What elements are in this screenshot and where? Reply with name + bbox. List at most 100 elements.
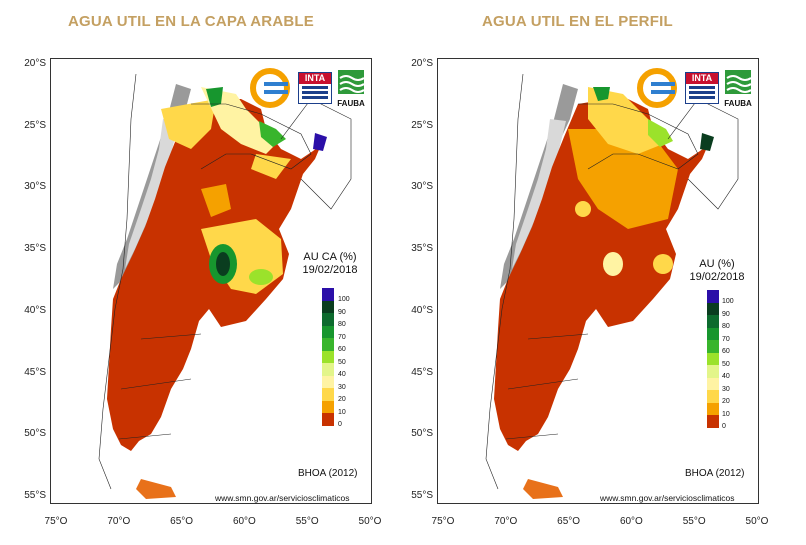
lon-label: 50°O bbox=[745, 516, 769, 527]
legend-level-label: 40 bbox=[338, 371, 346, 378]
legend-swatch bbox=[322, 300, 334, 313]
legend-level-label: 10 bbox=[338, 408, 346, 416]
legend-labels: 100 90 80 70 60 50 40 30 20 10 0 bbox=[722, 296, 734, 434]
legend-level-label: 40 bbox=[722, 373, 730, 380]
lon-label: 65°O bbox=[170, 516, 194, 527]
legend-swatch bbox=[322, 375, 334, 388]
title-right: AGUA UTIL EN EL PERFIL bbox=[482, 13, 673, 30]
legend-title: AU (%) 19/02/2018 bbox=[677, 258, 757, 284]
legend-date: 19/02/2018 bbox=[689, 271, 745, 283]
legend-swatch bbox=[322, 288, 334, 301]
tierra-del-fuego bbox=[523, 479, 563, 499]
border-line bbox=[98, 73, 137, 490]
moist-area bbox=[700, 133, 714, 151]
bhoa-label: BHOA (2012) bbox=[685, 468, 745, 479]
moist-area bbox=[648, 119, 673, 147]
legend-swatch bbox=[707, 340, 719, 353]
map-panel-left: INTA FAUBA AU CA (%) 19/02/2018 100 90 80 7… bbox=[50, 58, 388, 510]
border-line bbox=[191, 103, 312, 170]
lat-label: 35°S bbox=[24, 243, 46, 255]
border-line bbox=[280, 98, 352, 210]
legend-swatch bbox=[707, 302, 719, 315]
lon-label: 55°O bbox=[295, 516, 319, 527]
legend-swatch bbox=[707, 365, 719, 378]
lat-label: 25°S bbox=[24, 119, 46, 131]
lat-label: 20°S bbox=[411, 58, 433, 69]
legend-swatch bbox=[322, 313, 334, 326]
legend-level-label: 60 bbox=[722, 348, 730, 355]
lat-label: 50°S bbox=[24, 428, 46, 440]
lat-label: 50°S bbox=[411, 428, 433, 440]
map-svg bbox=[98, 73, 352, 499]
tierra-del-fuego bbox=[136, 479, 176, 499]
lat-label: 30°S bbox=[411, 181, 433, 193]
moist-area bbox=[201, 184, 231, 217]
border-line bbox=[505, 333, 589, 440]
lon-label: 50°O bbox=[358, 516, 382, 527]
legend-level-label: 20 bbox=[338, 396, 346, 403]
legend-level-label: 70 bbox=[338, 333, 346, 341]
legend-level-label: 90 bbox=[722, 310, 730, 318]
lon-label: 65°O bbox=[557, 516, 581, 527]
lon-label: 70°O bbox=[494, 516, 518, 527]
legend-swatch bbox=[322, 363, 334, 376]
map-panel-right: INTA FAUBA AU (%) 19/02/2018 100 90 80 70 60… bbox=[437, 58, 775, 510]
legend-level-label: 100 bbox=[338, 296, 350, 303]
moist-area bbox=[653, 254, 673, 274]
legend-swatch bbox=[707, 415, 719, 428]
border-line bbox=[118, 333, 202, 440]
legend-level-label: 50 bbox=[338, 358, 346, 366]
moist-area bbox=[216, 252, 230, 276]
legend-level-label: 80 bbox=[338, 321, 346, 328]
fauba-logo: FAUBA bbox=[336, 68, 366, 108]
source-url: www.smn.gov.ar/serviciosclimaticos bbox=[215, 493, 350, 503]
legend-level-label: 10 bbox=[722, 410, 730, 418]
fauba-logo: FAUBA bbox=[723, 68, 753, 108]
border-line bbox=[578, 103, 699, 170]
lat-label: 55°S bbox=[24, 490, 46, 501]
legend-swatch bbox=[322, 350, 334, 363]
legend-level-label: 30 bbox=[722, 385, 730, 393]
legend-swatch bbox=[322, 388, 334, 401]
border-line bbox=[485, 73, 524, 490]
legend-swatch bbox=[707, 290, 719, 303]
legend-level-label: 50 bbox=[722, 360, 730, 368]
map-svg bbox=[485, 73, 739, 499]
moist-area bbox=[593, 87, 610, 101]
legend-level-label: 30 bbox=[338, 383, 346, 391]
moist-area bbox=[259, 121, 286, 147]
legend-swatch bbox=[707, 402, 719, 415]
legend-level-label: 70 bbox=[722, 335, 730, 343]
legend-date: 19/02/2018 bbox=[302, 264, 358, 276]
source-url: www.smn.gov.ar/serviciosclimaticos bbox=[600, 493, 735, 503]
moist-area bbox=[161, 99, 216, 149]
fauba-text: FAUBA bbox=[337, 99, 365, 108]
legend-swatch bbox=[707, 352, 719, 365]
moist-area bbox=[206, 87, 223, 107]
inta-logo: INTA bbox=[685, 72, 719, 104]
legend-level-label: 80 bbox=[722, 323, 730, 330]
lat-label: 20°S bbox=[24, 58, 46, 69]
legend-swatch bbox=[322, 325, 334, 338]
logos: INTA FAUBA bbox=[637, 68, 752, 108]
bhoa-label: BHOA (2012) bbox=[298, 468, 358, 479]
legend-variable: AU (%) bbox=[699, 258, 735, 270]
legend-level-label: 90 bbox=[338, 308, 346, 316]
lon-label: 75°O bbox=[431, 516, 455, 527]
legend-swatch bbox=[707, 315, 719, 328]
color-legend bbox=[707, 290, 719, 428]
lat-label: 45°S bbox=[24, 366, 46, 378]
moist-area bbox=[251, 154, 291, 179]
lon-label: 60°O bbox=[232, 516, 256, 527]
map-frame bbox=[437, 58, 759, 504]
lat-label: 45°S bbox=[411, 366, 433, 378]
inta-logo: INTA bbox=[298, 72, 332, 104]
legend-level-label: 100 bbox=[722, 298, 734, 305]
moist-area bbox=[603, 252, 623, 276]
moist-area bbox=[575, 201, 591, 217]
logos: INTA FAUBA bbox=[250, 68, 365, 108]
moist-area bbox=[313, 133, 327, 151]
andes-terrain bbox=[512, 119, 566, 269]
lon-label: 60°O bbox=[619, 516, 643, 527]
title-left: AGUA UTIL EN LA CAPA ARABLE bbox=[68, 13, 314, 30]
